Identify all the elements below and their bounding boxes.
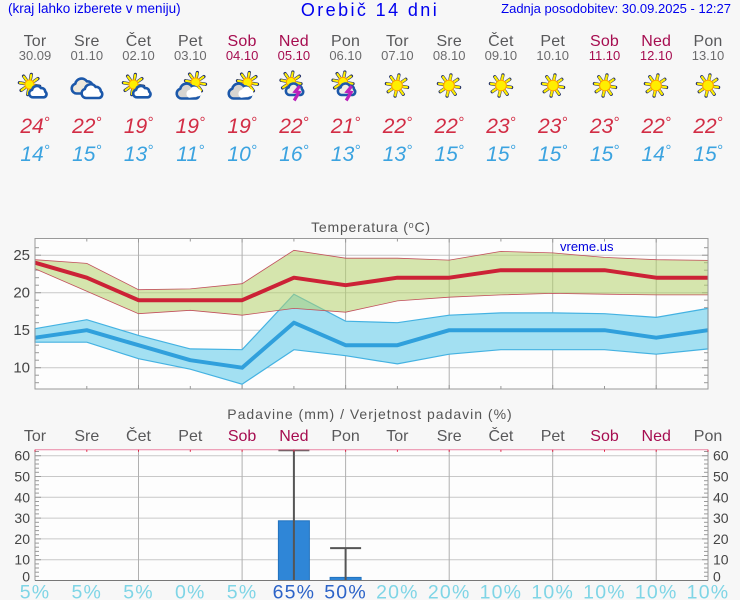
svg-text:65%: 65% — [273, 582, 316, 600]
svg-text:Ned: Ned — [279, 428, 308, 445]
svg-text:40: 40 — [14, 489, 30, 505]
svg-text:10: 10 — [13, 360, 30, 377]
svg-text:Padavine (mm) / Verjetnost pad: Padavine (mm) / Verjetnost padavin (%) — [227, 406, 512, 422]
svg-text:10%: 10% — [480, 582, 523, 600]
svg-text:20: 20 — [713, 531, 729, 547]
svg-text:Čet: Čet — [488, 426, 513, 445]
svg-text:Tor: Tor — [24, 428, 47, 445]
svg-text:0%: 0% — [175, 582, 206, 600]
svg-text:vreme.us: vreme.us — [560, 239, 614, 254]
svg-text:Pon: Pon — [694, 428, 722, 445]
svg-text:5%: 5% — [227, 582, 258, 600]
svg-text:50: 50 — [713, 469, 729, 485]
svg-text:5%: 5% — [72, 582, 103, 600]
svg-text:Sob: Sob — [590, 428, 619, 445]
svg-text:0: 0 — [22, 569, 30, 585]
svg-text:30: 30 — [713, 510, 729, 526]
svg-text:Čet: Čet — [126, 426, 151, 445]
svg-text:20%: 20% — [376, 582, 419, 600]
svg-text:40: 40 — [713, 489, 729, 505]
svg-text:10%: 10% — [635, 582, 678, 600]
svg-text:20%: 20% — [428, 582, 471, 600]
svg-text:50%: 50% — [324, 582, 367, 600]
svg-text:20: 20 — [13, 285, 30, 302]
svg-text:5%: 5% — [20, 582, 51, 600]
svg-text:10%: 10% — [687, 582, 730, 600]
svg-text:15: 15 — [13, 322, 30, 339]
svg-text:Tor: Tor — [386, 428, 409, 445]
svg-text:60: 60 — [14, 448, 30, 464]
svg-text:10%: 10% — [583, 582, 626, 600]
svg-text:Sre: Sre — [74, 428, 99, 445]
svg-text:20: 20 — [14, 531, 30, 547]
svg-text:50: 50 — [14, 469, 30, 485]
svg-text:60: 60 — [713, 448, 729, 464]
svg-text:10: 10 — [14, 552, 30, 568]
svg-text:10: 10 — [713, 552, 729, 568]
svg-text:Ned: Ned — [642, 428, 671, 445]
svg-text:Pet: Pet — [541, 428, 566, 445]
svg-text:30: 30 — [14, 510, 30, 526]
svg-text:Temperatura (oC): Temperatura (oC) — [311, 219, 431, 235]
svg-text:10%: 10% — [531, 582, 574, 600]
svg-text:5%: 5% — [123, 582, 154, 600]
svg-text:Sre: Sre — [437, 428, 462, 445]
svg-text:Sob: Sob — [228, 428, 257, 445]
svg-text:Pon: Pon — [331, 428, 359, 445]
svg-text:0: 0 — [713, 569, 721, 585]
svg-text:25: 25 — [13, 247, 30, 264]
svg-text:Pet: Pet — [178, 428, 203, 445]
